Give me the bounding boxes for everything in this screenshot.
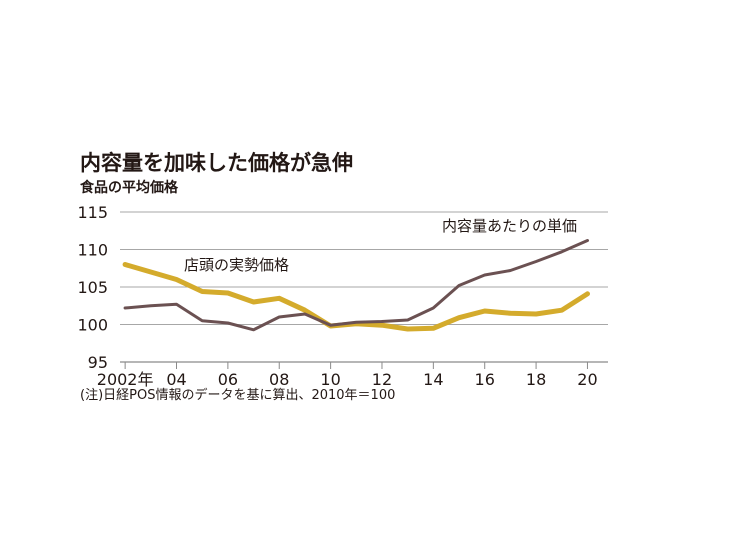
x-tick-label: 08: [269, 370, 289, 389]
x-tick-label: 14: [423, 370, 443, 389]
chart-subtitle: 食品の平均価格: [80, 179, 179, 196]
chart-title: 内容量を加味した価格が急伸: [80, 151, 353, 175]
x-tick-label: 12: [372, 370, 392, 389]
series-line-unit-price: [123, 239, 589, 332]
x-tick-label: 04: [166, 370, 186, 389]
x-tick-label: 06: [218, 370, 238, 389]
y-tick-label: 95: [88, 353, 108, 372]
x-tick-label: 18: [526, 370, 546, 389]
series-lines: [122, 239, 590, 332]
series-label-store-price: 店頭の実勢価格: [184, 256, 289, 274]
y-tick-label: 115: [77, 203, 108, 222]
series-label-unit-price: 内容量あたりの単価: [442, 217, 577, 235]
y-tick-label: 100: [77, 316, 108, 335]
chart-note: (注)日経POS情報のデータを基に算出、2010年＝100: [80, 387, 395, 403]
y-tick-label: 110: [77, 241, 108, 260]
x-tick-label: 20: [577, 370, 597, 389]
x-tick-label: 16: [475, 370, 495, 389]
y-tick-label: 105: [77, 278, 108, 297]
series-line-store-price: [122, 262, 590, 332]
x-tick-label: 10: [320, 370, 340, 389]
x-axis-ticks: 2002年 04 06 08 10 12 14 16 18 20: [97, 362, 598, 389]
gridlines: [120, 211, 608, 363]
y-axis-ticks: 95 100 105 110 115: [77, 203, 108, 372]
x-tick-label: 2002年: [97, 370, 154, 389]
